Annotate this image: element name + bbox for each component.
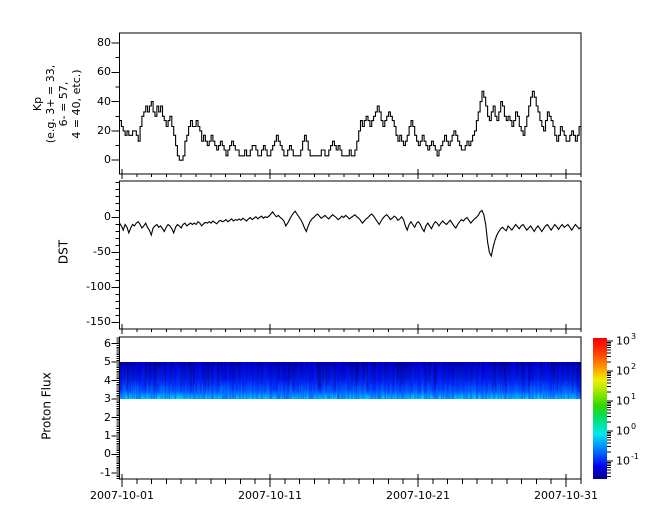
panel-frame-proton-flux [119, 336, 582, 480]
kp-trace [119, 90, 582, 161]
x-tick-marks [121, 169, 582, 487]
panel-frame-kp [119, 32, 582, 175]
panel-frame-dst [119, 180, 582, 330]
colorbar-tick-marks [607, 340, 613, 478]
y-tick-marks [111, 42, 120, 479]
proton-flux-spectrogram [120, 362, 581, 399]
dst-trace [119, 209, 582, 258]
colorbar [593, 338, 607, 479]
